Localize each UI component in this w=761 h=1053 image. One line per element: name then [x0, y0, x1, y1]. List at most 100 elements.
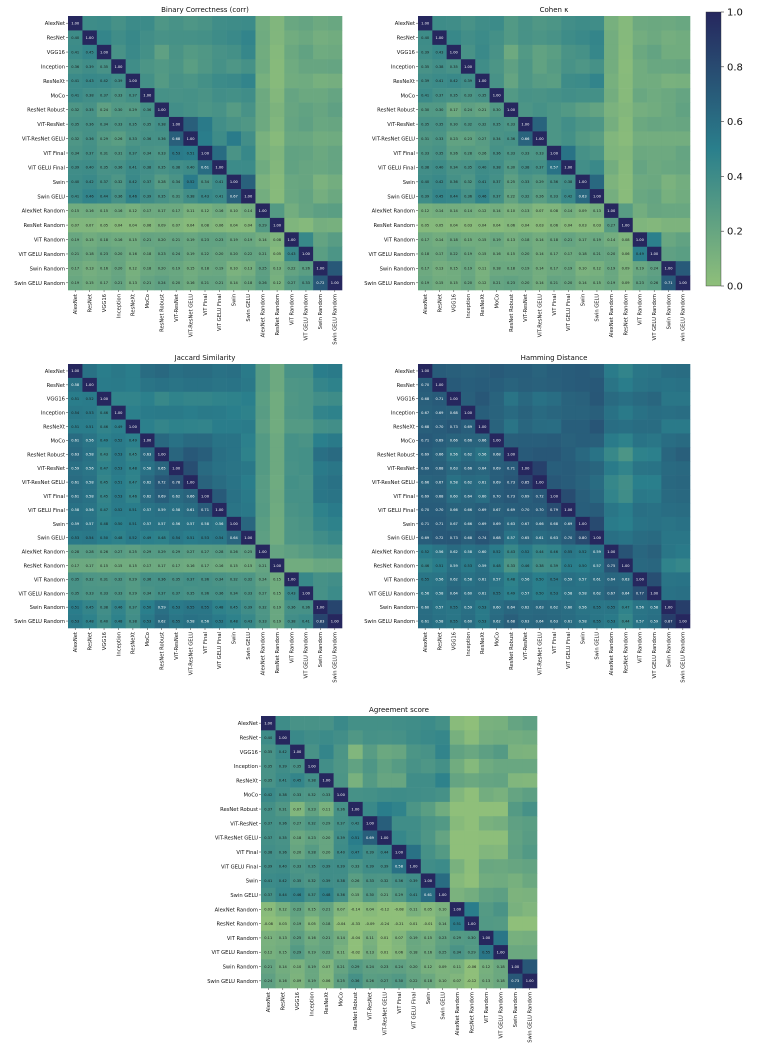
heatmap-cell	[313, 246, 328, 262]
heatmap-cell	[298, 364, 314, 379]
heatmap-cell	[269, 516, 285, 532]
heatmap-cell	[212, 203, 227, 219]
heatmap-cell	[503, 131, 519, 147]
cell-value: 0.28	[86, 550, 95, 554]
heatmap-cell	[226, 614, 242, 629]
heatmap-cell	[348, 787, 363, 803]
heatmap-cell	[183, 489, 199, 504]
cell-value: 0.44	[536, 550, 545, 554]
y-tick-label: MoCo	[244, 793, 258, 799]
y-tick-label: ViT GELU Random	[18, 591, 65, 597]
heatmap-cell	[435, 773, 451, 788]
cell-value: 0.62	[143, 494, 151, 498]
heatmap-cell	[647, 391, 662, 406]
heatmap-cell	[460, 102, 476, 118]
heatmap-cell	[561, 246, 576, 262]
heatmap-cell	[489, 59, 505, 74]
cell-value: 0.20	[410, 965, 419, 969]
cell-value: 1.00	[421, 369, 430, 373]
heatmap-cell	[589, 419, 605, 434]
cell-value: 0.22	[410, 979, 418, 983]
cell-value: 0.15	[478, 238, 486, 242]
cell-value: 0.79	[550, 508, 559, 512]
cell-value: 0.35	[100, 166, 108, 170]
heatmap-cell	[298, 572, 314, 587]
cell-value: 0.43	[201, 195, 209, 199]
heatmap-cell	[125, 88, 141, 103]
heatmap-cell	[432, 447, 447, 462]
heatmap-cell	[96, 377, 112, 393]
heatmap-cell	[518, 203, 533, 219]
heatmap-cell	[313, 544, 328, 559]
heatmap-cell	[284, 131, 300, 147]
heatmap-cell	[183, 614, 199, 629]
cell-value: 0.33	[293, 793, 301, 797]
heatmap-cell	[522, 873, 538, 889]
cell-value: 0.39	[322, 865, 331, 869]
cell-value: 0.13	[86, 267, 94, 271]
cell-value: 0.43	[244, 619, 252, 623]
heatmap-cell	[327, 246, 343, 262]
y-tick-label: AlexNet	[395, 369, 415, 375]
heatmap-cell	[111, 558, 126, 573]
cell-value: 0.15	[244, 564, 252, 568]
heatmap-cell	[632, 447, 648, 462]
heatmap-cell	[140, 433, 155, 448]
heatmap-cell	[522, 830, 538, 846]
cell-value: 1.00	[579, 180, 588, 184]
x-tick-label: ViT-ResNet GELU	[188, 632, 194, 675]
heatmap-cell	[269, 203, 285, 219]
heatmap-cell	[197, 586, 213, 601]
cell-value: 0.18	[410, 951, 419, 955]
heatmap-cell	[522, 744, 538, 760]
heatmap-cell	[418, 203, 433, 219]
heatmap-cell	[377, 801, 393, 817]
cell-value: 1.00	[468, 922, 477, 926]
cell-value: 0.15	[86, 281, 94, 285]
cell-value: 0.58	[201, 522, 210, 526]
heatmap-cell	[212, 160, 227, 175]
heatmap-cell	[111, 59, 126, 74]
cell-value: 1.00	[308, 764, 317, 768]
heatmap-cell	[418, 44, 433, 60]
heatmap-cell	[125, 59, 141, 74]
heatmap-cell	[284, 461, 300, 476]
heatmap-cell	[661, 59, 676, 74]
y-tick-label: ViT GELU Final	[378, 165, 415, 171]
heatmap-cell	[96, 600, 112, 615]
heatmap-cell	[618, 502, 634, 518]
cell-value: 0.56	[478, 453, 487, 457]
cell-value: 0.62	[464, 480, 472, 484]
heatmap-cell	[589, 59, 605, 74]
heatmap-cell	[546, 419, 562, 434]
heatmap-cell	[589, 275, 605, 291]
colorbar-tick-label: 0.6	[727, 117, 743, 128]
heatmap-cell	[96, 516, 112, 532]
heatmap-cell	[212, 572, 227, 587]
cell-value: 1.00	[593, 536, 602, 540]
y-tick-label: ViT Final	[43, 151, 65, 157]
heatmap-cell	[507, 816, 523, 831]
cell-value: 0.66	[435, 453, 444, 457]
heatmap-cell	[503, 203, 519, 219]
cell-value: 0.26	[478, 151, 487, 155]
heatmap-cell	[96, 73, 112, 89]
cell-value: 0.03	[464, 223, 472, 227]
cell-value: 0.73	[450, 425, 458, 429]
x-tick-label: Swin GELU Random	[528, 992, 534, 1043]
heatmap-cell	[391, 830, 407, 846]
heatmap-cell	[561, 461, 576, 476]
cell-value: 0.34	[71, 151, 80, 155]
heatmap-cell	[313, 614, 328, 629]
cell-value: 0.65	[158, 467, 166, 471]
heatmap-cell	[255, 475, 271, 490]
heatmap-cell	[561, 433, 576, 448]
cell-value: 0.32	[308, 879, 316, 883]
heatmap-cell	[226, 246, 242, 262]
heatmap-cell	[604, 30, 619, 46]
heatmap-cell	[432, 489, 447, 504]
cell-value: 0.71	[421, 439, 429, 443]
heatmap-cell	[82, 145, 98, 161]
cell-value: 0.35	[158, 195, 166, 199]
y-tick-label: VGG16	[47, 50, 65, 56]
